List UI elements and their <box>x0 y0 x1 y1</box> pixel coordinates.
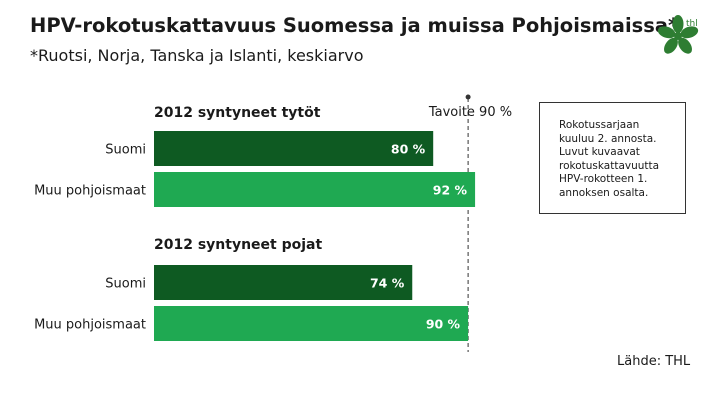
value-label: 80 % <box>391 142 426 157</box>
category-label: Suomi <box>105 143 146 158</box>
thl-logo-icon: thl <box>657 15 699 54</box>
category-label: Muu pohjoismaat <box>34 184 146 199</box>
category-label: Suomi <box>105 277 146 292</box>
bar <box>154 306 469 341</box>
value-label: 92 % <box>433 183 468 198</box>
bar <box>154 131 434 166</box>
target-dot <box>465 94 471 100</box>
chart-subtitle: *Ruotsi, Norja, Tanska ja Islanti, keski… <box>30 46 364 65</box>
value-label: 90 % <box>426 317 461 332</box>
source-label: Lähde: THL <box>617 354 691 369</box>
group-title: 2012 syntyneet tytöt <box>154 105 321 121</box>
bar <box>154 172 476 207</box>
note-box: Rokotussarjaan kuuluu 2. annosta. Luvut … <box>539 102 686 214</box>
bar <box>154 265 413 300</box>
category-label: Muu pohjoismaat <box>34 318 146 333</box>
logo-text: thl <box>686 19 698 29</box>
chart-title: HPV-rokotuskattavuus Suomessa ja muissa … <box>30 14 679 37</box>
value-label: 74 % <box>370 276 405 291</box>
target-label: Tavoite 90 % <box>428 105 512 120</box>
group-title: 2012 syntyneet pojat <box>154 237 322 253</box>
